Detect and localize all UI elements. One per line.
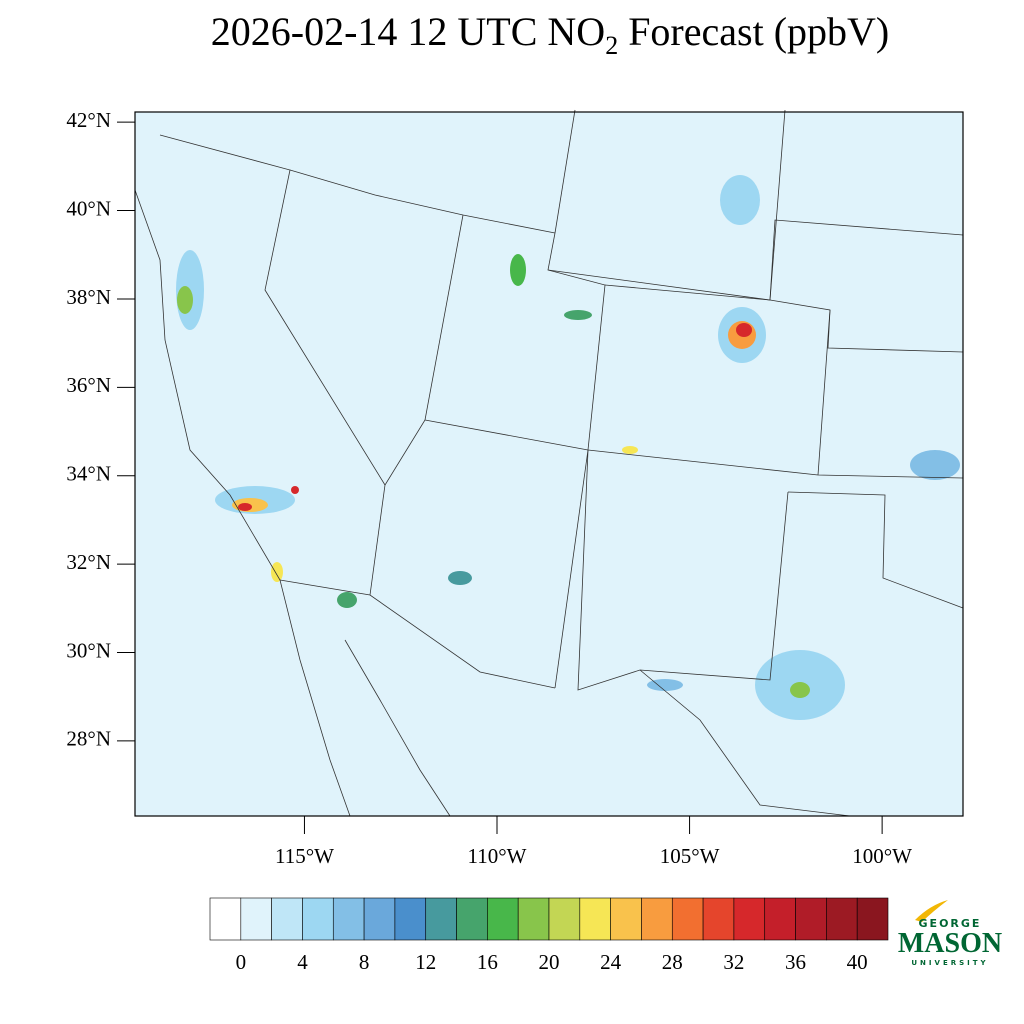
x-tick-label: 105°W [660,844,720,868]
y-tick-label: 36°N [66,373,111,397]
y-tick-label: 34°N [66,462,111,486]
colorbar-label: 28 [662,950,683,974]
logo-top: GEORGE [919,917,982,930]
y-tick-label: 28°N [66,727,111,751]
colorbar-box [425,897,457,941]
colorbar-label: 36 [785,950,806,974]
logo-name: MASON [898,928,1002,959]
x-tick-label: 100°W [852,844,912,868]
title-text: Forecast (ppbV) [618,9,889,54]
x-tick-label: 110°W [468,844,527,868]
hotspots [176,175,960,720]
colorbar-box [302,897,334,941]
map-background [135,112,963,816]
colorbar-box [517,897,550,941]
colorbar-label: 32 [723,950,744,974]
colorbar-label: 20 [539,950,560,974]
colorbar-box [610,897,642,941]
y-tick-label: 38°N [66,285,111,309]
colorbar-label: 0 [236,950,247,974]
colorbar-label: 12 [415,950,436,974]
colorbar-box [702,897,735,941]
colorbar-box [487,897,519,941]
colorbar-label: 24 [600,950,622,974]
colorbar-box [641,897,673,941]
logo-bottom: UNIVERSITY [911,959,988,967]
colorbar-box [394,897,427,941]
title-subscript: 2 [605,31,618,60]
colorbar-box [856,897,889,941]
colorbar-box [209,897,242,941]
colorbar-label: 8 [359,950,370,974]
colorbar-box [826,897,858,941]
colorbar-box [733,897,766,941]
colorbar-label: 40 [847,950,868,974]
colorbar-box [363,897,396,941]
colorbar-box [271,897,303,941]
colorbar-box [332,897,365,941]
colorbar-box [456,897,488,941]
y-tick-label: 32°N [66,550,111,574]
map [134,109,964,817]
title: 2026-02-14 12 UTC NO2 Forecast (ppbV) [211,9,889,60]
colorbar-box [671,897,704,941]
map-frame [134,111,964,817]
title-text: 2026-02-14 12 UTC NO [211,9,605,54]
borders [134,109,964,817]
colorbar: 0 4 8 12 16 20 24 28 32 36 40 [209,897,889,974]
colorbar-box [579,897,611,941]
colorbar-label: 4 [297,950,308,974]
colorbar-box [548,897,581,941]
logo: GEORGE MASON UNIVERSITY [898,900,1002,967]
y-tick-label: 42°N [66,108,111,132]
y-tick-label: 40°N [66,196,111,220]
x-tick-label: 115°W [275,844,334,868]
colorbar-box [764,897,796,941]
colorbar-box [795,897,827,941]
colorbar-box [240,897,272,941]
colorbar-label: 16 [477,950,498,974]
y-tick-label: 30°N [66,638,111,662]
